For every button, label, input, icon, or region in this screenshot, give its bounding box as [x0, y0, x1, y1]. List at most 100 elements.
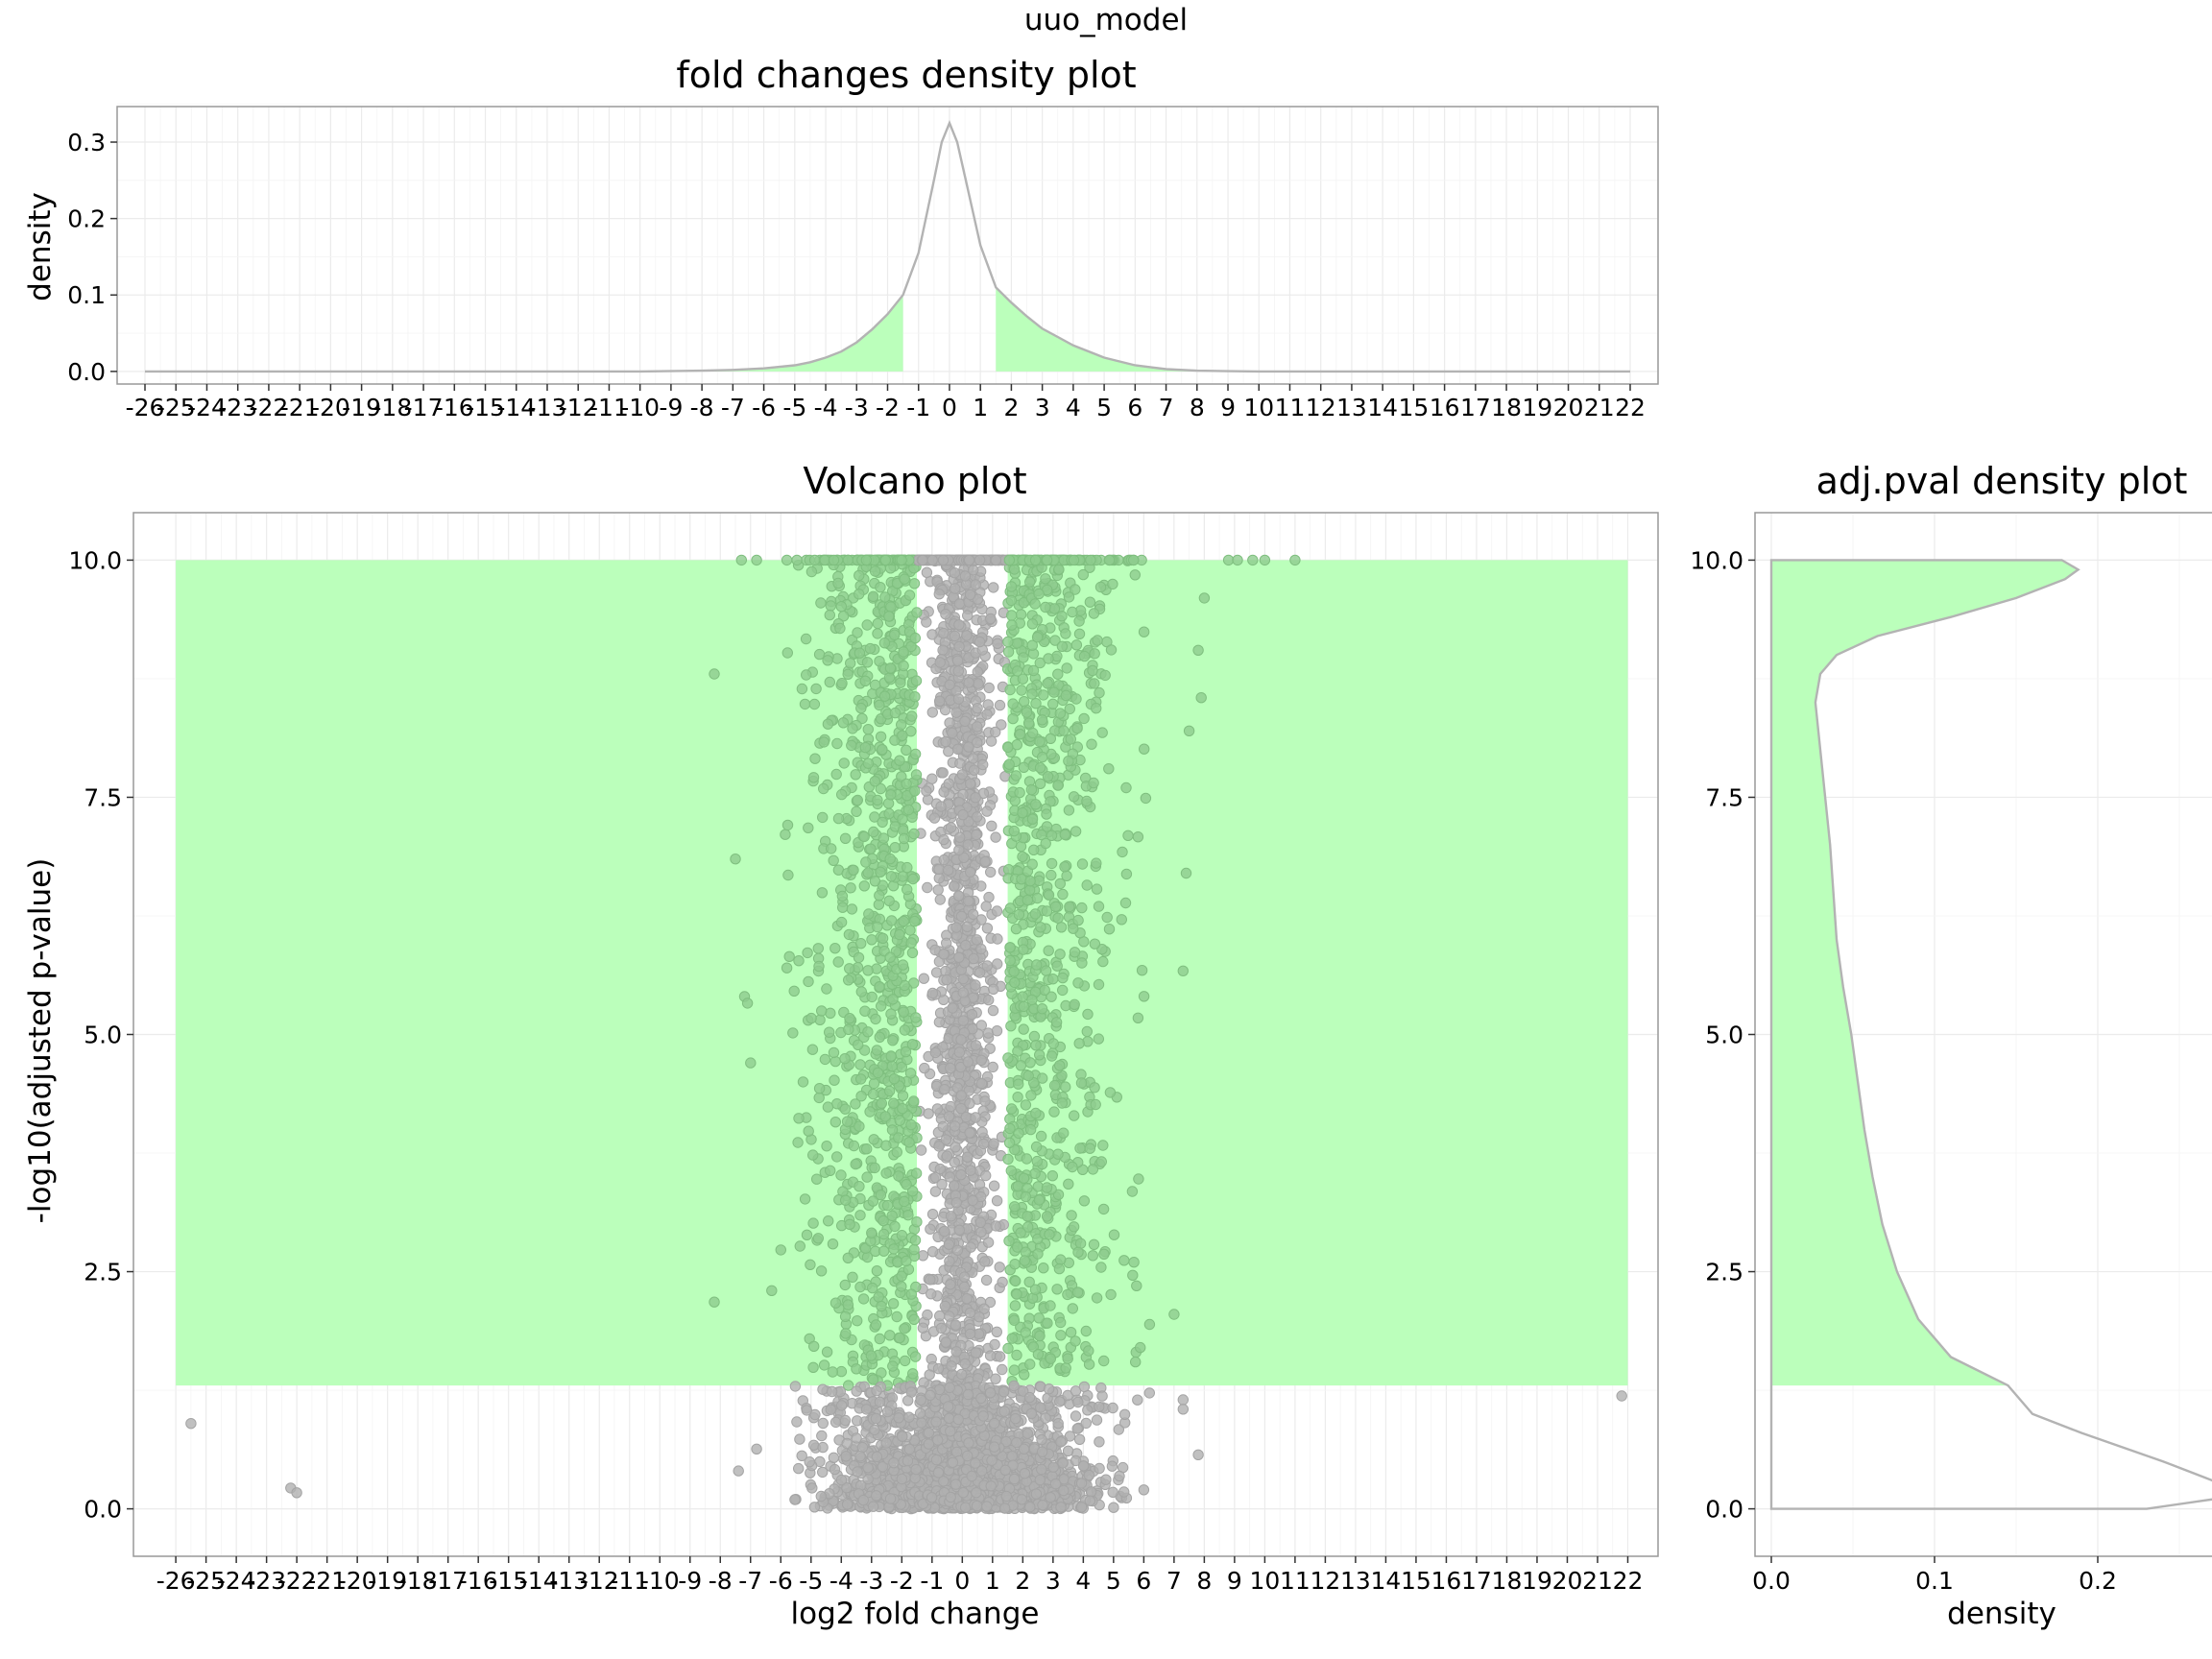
volcano-point — [921, 785, 932, 797]
volcano-point — [934, 1310, 946, 1322]
figure-title: uuo_model — [1024, 3, 1188, 37]
volcano-point — [857, 1293, 870, 1305]
volcano-point — [835, 1169, 847, 1181]
volcano-point — [1010, 1275, 1022, 1287]
volcano-point — [953, 844, 965, 856]
volcano-point — [842, 1299, 854, 1310]
volcano-point — [1088, 1238, 1100, 1251]
volcano-point — [984, 1350, 997, 1361]
fc-x-tick-label: -2 — [876, 394, 900, 421]
volcano-point — [1055, 1254, 1067, 1265]
volcano-point — [962, 839, 974, 851]
volcano-point — [1106, 1460, 1118, 1472]
volcano-point — [1005, 1165, 1018, 1177]
fc-y-tick-label: 0.2 — [67, 205, 106, 233]
volcano-point — [1100, 1474, 1112, 1485]
volcano-point — [839, 1279, 851, 1291]
volcano-point — [1073, 615, 1085, 627]
volcano-point — [938, 949, 950, 960]
volcano-point — [1004, 684, 1016, 696]
volcano-point — [835, 601, 847, 613]
fc-x-tick-label: 7 — [1159, 394, 1174, 421]
volcano-point — [965, 866, 976, 878]
volcano-point — [1022, 717, 1035, 729]
volcano-point — [854, 1059, 866, 1070]
volcano-point — [941, 974, 952, 986]
volcano-point — [1008, 564, 1021, 575]
volcano-point — [937, 767, 949, 779]
volcano-point — [961, 1450, 974, 1462]
volcano-point — [1019, 1468, 1031, 1479]
volcano-point — [1018, 1023, 1029, 1035]
volcano-point — [983, 682, 995, 694]
volcano-point — [1037, 1500, 1048, 1511]
volcano-point — [955, 1368, 968, 1381]
volcano-point — [904, 925, 916, 936]
volcano-point — [970, 1347, 982, 1358]
volcano-point — [821, 1346, 833, 1358]
volcano-point — [1088, 777, 1099, 789]
fc-x-tick-label: -23 — [218, 394, 257, 421]
volcano-point — [917, 1322, 929, 1334]
volcano-point — [943, 1111, 955, 1122]
fc-x-tick-label: -19 — [342, 394, 381, 421]
volcano-point — [958, 1281, 971, 1293]
volcano-point — [857, 1494, 869, 1506]
fc-y-tick-label: 0.0 — [67, 358, 106, 386]
volcano-title: Volcano plot — [803, 460, 1026, 502]
fc-x-tick-label: 2 — [1003, 394, 1019, 421]
volcano-point — [970, 1040, 982, 1051]
volcano-point — [991, 1326, 1003, 1338]
volcano-point — [955, 1034, 967, 1046]
volcano-point — [997, 1363, 1008, 1376]
volcano-point — [1071, 1423, 1083, 1434]
volcano-point — [950, 583, 961, 594]
volcano-point — [805, 1012, 817, 1024]
volcano-point — [866, 934, 878, 946]
volcano-point — [830, 1117, 841, 1128]
volcano-point — [808, 1502, 821, 1513]
volcano-point — [1011, 1436, 1022, 1449]
volcano-point — [787, 1027, 799, 1039]
volcano-point — [926, 1209, 939, 1220]
fc-density-line — [145, 119, 1630, 373]
volcano-point — [932, 884, 944, 896]
volcano-point — [822, 718, 834, 730]
volcano-point — [945, 1062, 956, 1074]
volcano-point — [990, 726, 1001, 738]
volcano-point — [891, 1310, 902, 1323]
fc-x-tick-label: -14 — [496, 394, 536, 421]
volcano-point — [1022, 1428, 1034, 1439]
volcano-point — [973, 678, 984, 689]
volcano-point — [968, 952, 979, 965]
volcano-point — [835, 1474, 848, 1486]
volcano-point — [991, 1025, 1003, 1037]
volcano-point — [965, 778, 976, 789]
volcano-point — [949, 630, 961, 642]
volcano-point — [806, 1044, 819, 1055]
volcano-point — [829, 1074, 840, 1086]
volcano-point — [989, 1338, 1000, 1351]
fc-y-tick-label: 0.3 — [67, 129, 106, 156]
volcano-point — [944, 1256, 955, 1267]
volcano-point — [1120, 868, 1133, 880]
volcano-point — [854, 1281, 866, 1293]
volcano-point — [933, 1141, 945, 1152]
volcano-point — [1040, 965, 1052, 976]
fc-x-tick-label: -1 — [906, 394, 930, 421]
volcano-point — [966, 1009, 978, 1021]
volcano-point — [992, 958, 1003, 970]
volcano-point — [884, 1493, 897, 1504]
volcano-point — [922, 1309, 933, 1321]
volcano-point — [972, 703, 983, 714]
volcano-point — [1018, 1172, 1030, 1184]
volcano-point — [955, 1102, 967, 1115]
volcano-point — [903, 1443, 915, 1455]
volcano-point — [921, 566, 933, 578]
volcano-point — [961, 921, 974, 932]
volcano-point — [949, 567, 961, 579]
volcano-point — [945, 822, 957, 833]
volcano-point — [934, 657, 946, 668]
volcano-point — [962, 1056, 974, 1068]
fc-x-tick-label: -16 — [435, 394, 474, 421]
